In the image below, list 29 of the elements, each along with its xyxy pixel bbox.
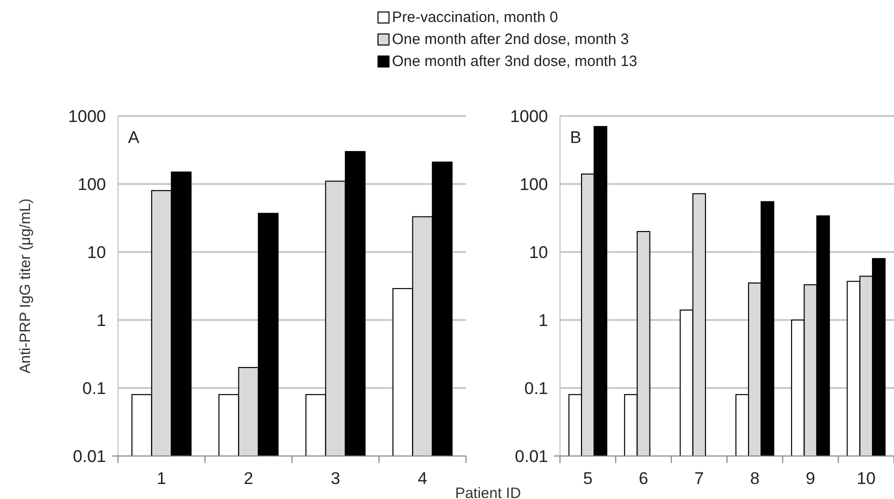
- text: A: [128, 128, 140, 147]
- y-tick-label: 0.1: [82, 379, 106, 398]
- y-tick-label: 100: [78, 175, 106, 194]
- x-tick-label: 6: [638, 469, 648, 488]
- legend-label: One month after 2nd dose, month 3: [392, 31, 629, 48]
- y-tick-label: 100: [520, 175, 548, 194]
- legend-label: One month after 3nd dose, month 13: [392, 53, 638, 70]
- y-axis-title: Anti-PRP IgG titer (μg/mL): [17, 198, 34, 374]
- text: B: [570, 128, 582, 147]
- x-tick-label: 1: [156, 469, 166, 488]
- y-tick-label: 1000: [68, 107, 106, 126]
- y-tick-label: 1: [538, 311, 548, 330]
- x-tick-label: 9: [806, 469, 816, 488]
- x-tick-label: 3: [330, 469, 340, 488]
- x-axis-title: Patient ID: [455, 485, 522, 499]
- x-tick-label: 5: [583, 469, 593, 488]
- x-tick-label: 7: [694, 469, 704, 488]
- y-tick-label: 0.01: [514, 447, 548, 466]
- y-tick-label: 10: [87, 243, 106, 262]
- x-tick-label: 4: [418, 469, 428, 488]
- y-tick-label: 10: [529, 243, 548, 262]
- x-tick-label: 2: [244, 469, 254, 488]
- y-tick-label: 0.01: [72, 447, 106, 466]
- x-tick-label: 8: [750, 469, 760, 488]
- legend-label: Pre-vaccination, month 0: [392, 9, 558, 26]
- y-tick-label: 1000: [510, 107, 548, 126]
- y-tick-label: 0.1: [524, 379, 548, 398]
- y-tick-label: 1: [96, 311, 106, 330]
- x-tick-label: 10: [856, 469, 876, 488]
